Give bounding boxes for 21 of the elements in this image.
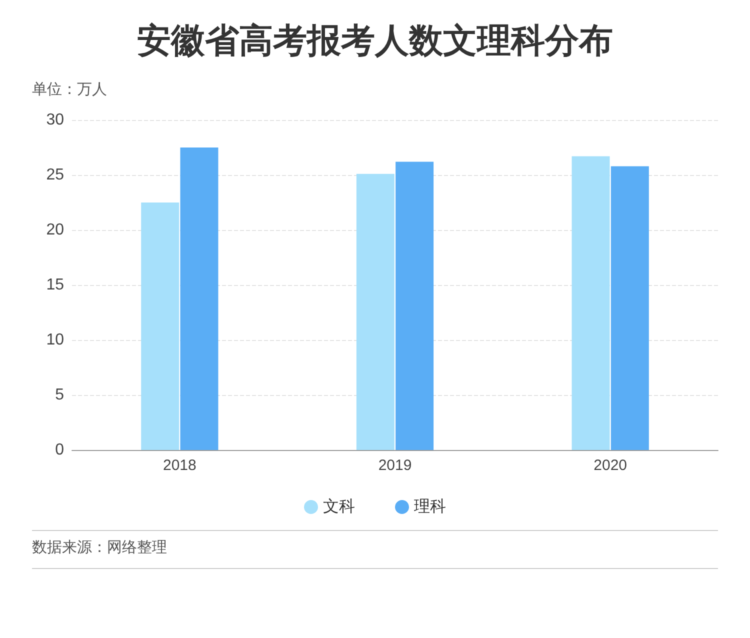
bar: [356, 174, 394, 450]
bar: [572, 156, 610, 450]
x-tick-label: 2020: [594, 457, 628, 474]
y-tick-label: 20: [46, 222, 64, 238]
bar: [141, 202, 180, 450]
y-tick-label: 5: [55, 386, 64, 404]
bar: [396, 162, 434, 450]
y-tick-label: 30: [46, 112, 64, 128]
y-tick-label: 15: [46, 276, 64, 294]
x-tick-label: 2018: [162, 457, 196, 474]
y-tick-label: 0: [55, 442, 64, 458]
bar: [180, 148, 218, 450]
y-axis-title: 单位：万人: [32, 80, 107, 99]
source-note: 数据来源：网络整理: [32, 538, 167, 557]
x-tick-label: 2019: [378, 457, 412, 474]
legend-label: 理科: [414, 498, 446, 516]
bar: [610, 166, 649, 450]
legend-label: 文科: [323, 498, 355, 516]
y-tick-label: 10: [46, 332, 64, 348]
chart-title: 安徽省高考报考人数文理科分布: [136, 20, 614, 63]
y-tick-label: 25: [46, 166, 64, 184]
